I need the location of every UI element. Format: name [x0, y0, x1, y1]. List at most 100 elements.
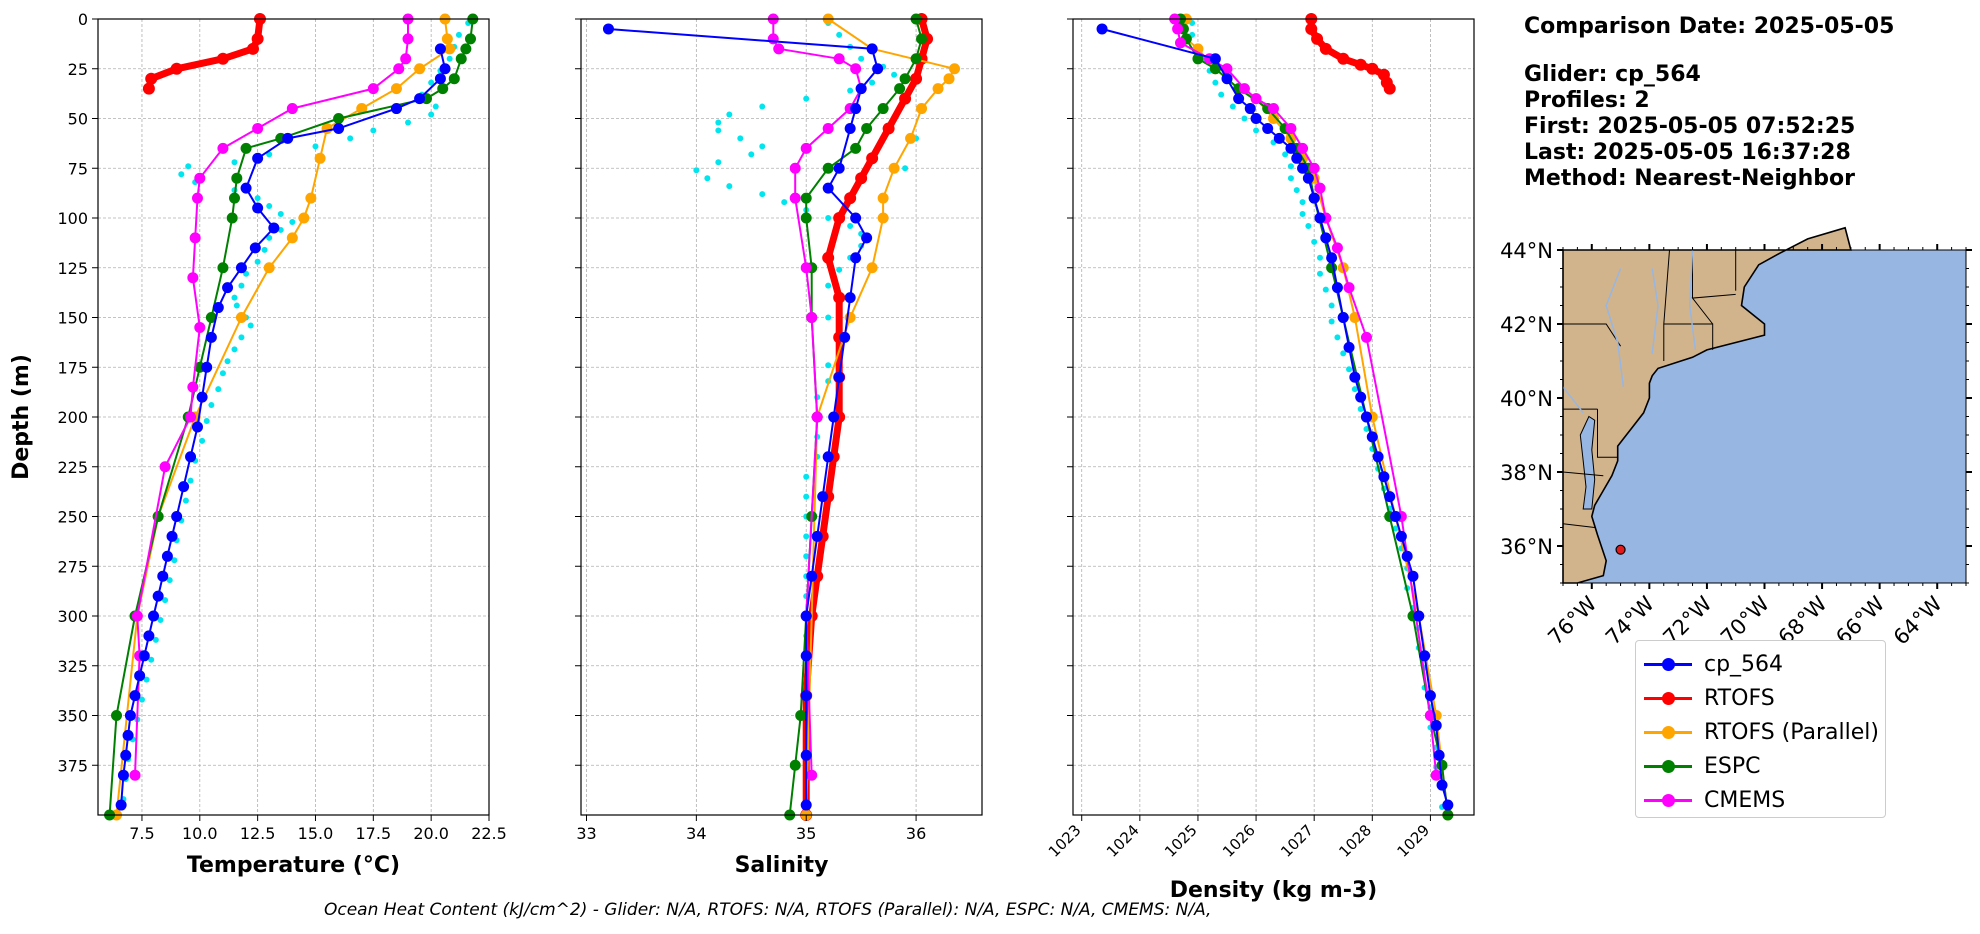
data-point [1319, 42, 1332, 55]
glider-raw-point [1293, 187, 1300, 194]
data-point [196, 391, 208, 403]
data-point [129, 769, 141, 781]
glider-raw-point [238, 334, 245, 341]
glider-raw-point [266, 151, 273, 158]
data-point [822, 451, 834, 463]
data-point [811, 411, 823, 423]
legend-item-rtofs-parallel: RTOFS (Parallel) [1642, 715, 1885, 749]
y-tick-label: 250 [57, 508, 88, 527]
data-point [1343, 341, 1355, 353]
grid [98, 18, 490, 815]
data-point [1360, 411, 1372, 423]
data-point [949, 63, 961, 75]
data-point [367, 83, 379, 95]
data-point [1401, 550, 1413, 562]
chesapeake-bay [1579, 415, 1596, 510]
data-point [143, 630, 155, 642]
glider-raw-point [231, 294, 238, 301]
data-point [235, 262, 247, 274]
glider-raw-point [748, 151, 755, 158]
method: Method: Nearest-Neighbor [1524, 166, 1855, 191]
glider-raw-point [891, 71, 898, 78]
glider-raw-point [715, 127, 722, 134]
y-tick-label: 50 [68, 110, 88, 129]
y-tick-label: 125 [57, 259, 88, 278]
glider-raw-point [847, 222, 854, 229]
data-point [839, 331, 851, 343]
data-point [117, 769, 129, 781]
data-point [185, 411, 197, 423]
data-point [157, 570, 169, 582]
x-tick-label: 35 [796, 824, 816, 843]
data-point [1314, 212, 1326, 224]
data-point [916, 33, 928, 45]
glider-raw-point [1357, 406, 1364, 413]
glider-raw-point [1346, 366, 1353, 373]
data-point [1378, 471, 1390, 483]
data-point [400, 53, 412, 65]
glider-raw-point [1287, 175, 1294, 182]
data-point [811, 530, 823, 542]
data-point [1354, 58, 1367, 71]
data-point [142, 82, 155, 95]
glider-raw-point [759, 191, 766, 198]
series-rtofs [142, 13, 266, 95]
glider-raw-point [231, 346, 238, 353]
data-point [437, 83, 449, 95]
series-line [120, 48, 446, 806]
y-tick-label: 175 [57, 358, 88, 377]
first-time: First: 2025-05-05 07:52:25 [1524, 114, 1856, 139]
data-point [850, 212, 862, 224]
glider-raw-point [1305, 222, 1312, 229]
glider-raw-point [1328, 318, 1335, 325]
glider-raw-point [1322, 286, 1329, 293]
y-tick-label: 200 [57, 408, 88, 427]
data-point [1436, 759, 1448, 771]
glider-raw-points [1189, 19, 1446, 811]
data-point [1250, 113, 1262, 124]
glider-raw-point [1316, 270, 1323, 277]
data-point [833, 53, 845, 65]
glider-raw-point [1229, 103, 1236, 110]
data-point [216, 52, 229, 65]
glider-raw-point [254, 258, 261, 265]
data-point [800, 192, 812, 204]
legend-label: cp_564 [1704, 651, 1784, 677]
data-point [1297, 162, 1309, 174]
series-cp-564 [115, 43, 451, 811]
data-point [268, 222, 280, 234]
data-point [1331, 242, 1343, 254]
data-point [1302, 172, 1314, 184]
glider-raw-point [261, 246, 268, 253]
data-point [231, 172, 243, 184]
legend-label: RTOFS (Parallel) [1704, 719, 1879, 745]
data-point [129, 690, 141, 702]
data-point [1244, 103, 1256, 115]
glider-raw-point [1218, 91, 1225, 98]
data-point [115, 799, 127, 811]
glider-raw-point [847, 87, 854, 94]
data-point [194, 321, 206, 333]
y-tick-label: 375 [57, 756, 88, 775]
data-point [333, 113, 345, 124]
data-point [844, 192, 857, 205]
x-tick-label: 33 [576, 824, 596, 843]
data-point [455, 53, 467, 65]
data-point [460, 43, 472, 55]
glider-raw-point [266, 203, 273, 210]
data-point [877, 192, 889, 204]
data-point [1311, 32, 1324, 45]
river [1562, 386, 1584, 414]
glider-raw-point [162, 597, 169, 604]
data-point [1262, 122, 1274, 134]
data-point [800, 212, 812, 224]
data-point [817, 491, 829, 503]
glider-raw-point [199, 437, 206, 444]
glider-raw-point [726, 183, 733, 190]
data-point [806, 570, 818, 582]
glider-raw-point [231, 159, 238, 166]
x-tick-label: 7.5 [129, 824, 154, 843]
data-point [850, 252, 862, 264]
glider-raw-point [1241, 115, 1248, 122]
legend-label: CMEMS [1704, 787, 1786, 813]
